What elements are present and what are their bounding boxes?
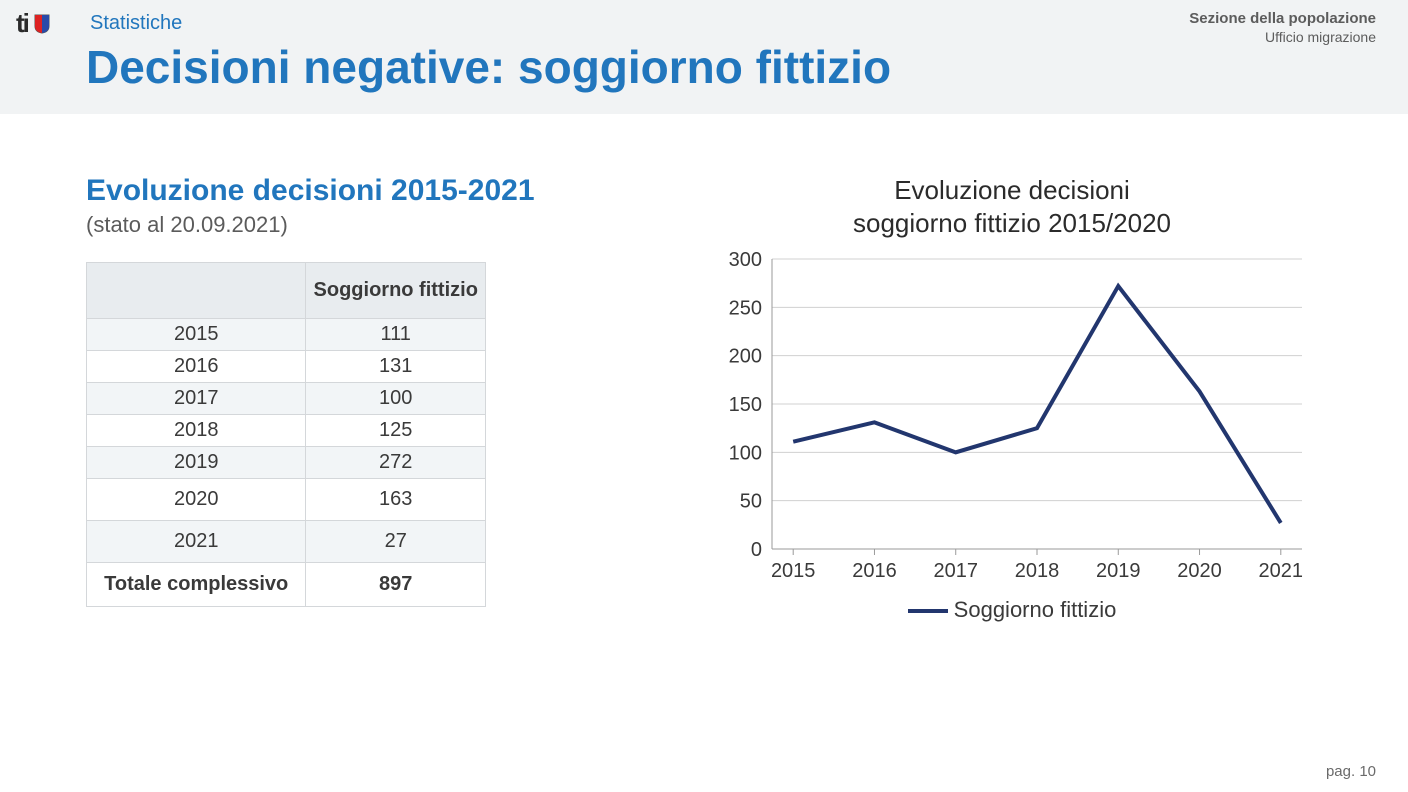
table-row: 2018125 [87,415,486,447]
chart-title: Evoluzione decisioni soggiorno fittizio … [702,174,1322,239]
table-cell-year: 2021 [87,521,306,563]
table-cell-year: 2016 [87,351,306,383]
legend-label: Soggiorno fittizio [954,597,1117,622]
svg-text:300: 300 [729,249,762,271]
table-cell-year: 2020 [87,479,306,521]
svg-text:2015: 2015 [771,560,816,582]
table-total-label: Totale complessivo [87,563,306,607]
table-cell-value: 111 [306,319,486,351]
page-number: pag. 10 [1326,763,1376,780]
left-column: Evoluzione decisioni 2015-2021 (stato al… [86,174,562,623]
chart-title-line2: soggiorno fittizio 2015/2020 [853,208,1171,238]
legend-swatch-icon [908,609,948,613]
table-total-value: 897 [306,563,486,607]
svg-text:2018: 2018 [1015,560,1060,582]
table-row: 2016131 [87,351,486,383]
svg-text:150: 150 [729,394,762,416]
chart-legend: Soggiorno fittizio [702,597,1322,623]
svg-text:200: 200 [729,346,762,368]
table-row: 2020163 [87,479,486,521]
content-area: Evoluzione decisioni 2015-2021 (stato al… [0,114,1408,623]
header-band: ti Statistiche Sezione della popolazione… [0,0,1408,114]
breadcrumb: Statistiche [90,12,182,35]
logo-ti-icon: ti [16,8,28,39]
table-header-blank [87,263,306,319]
svg-text:2020: 2020 [1177,560,1222,582]
table-cell-value: 131 [306,351,486,383]
table-cell-value: 272 [306,447,486,479]
table-row: 202127 [87,521,486,563]
svg-text:2016: 2016 [852,560,897,582]
shield-icon [34,14,50,34]
table-header-value: Soggiorno fittizio [306,263,486,319]
table-cell-year: 2017 [87,383,306,415]
section-subtitle: Evoluzione decisioni 2015-2021 [86,174,562,208]
section-status: (stato al 20.09.2021) [86,212,562,238]
table-cell-year: 2018 [87,415,306,447]
table-total-row: Totale complessivo 897 [87,563,486,607]
chart-svg: 0 50 100 150 200 250 300 2015 2016 2017 2018 2019 20… [702,249,1322,589]
svg-text:0: 0 [751,539,762,561]
table-row: 2019272 [87,447,486,479]
right-column: Evoluzione decisioni soggiorno fittizio … [702,174,1322,623]
svg-text:50: 50 [740,491,762,513]
table-cell-year: 2015 [87,319,306,351]
svg-text:100: 100 [729,442,762,464]
table-cell-value: 163 [306,479,486,521]
svg-text:2019: 2019 [1096,560,1141,582]
table-cell-year: 2019 [87,447,306,479]
section-label: Sezione della popolazione Ufficio migraz… [1189,10,1376,45]
svg-text:2017: 2017 [933,560,978,582]
table-header-row: Soggiorno fittizio [87,263,486,319]
line-chart: 0 50 100 150 200 250 300 2015 2016 2017 2018 2019 20… [702,249,1322,589]
svg-text:250: 250 [729,297,762,319]
svg-text:2021: 2021 [1259,560,1304,582]
table-cell-value: 27 [306,521,486,563]
logo-block: ti [16,8,50,39]
section-line1: Sezione della popolazione [1189,10,1376,27]
decisions-table: Soggiorno fittizio 201511120161312017100… [86,262,486,607]
page-title: Decisioni negative: soggiorno fittizio [86,40,891,94]
table-cell-value: 100 [306,383,486,415]
table-row: 2015111 [87,319,486,351]
section-line2: Ufficio migrazione [1189,29,1376,45]
chart-title-line1: Evoluzione decisioni [894,175,1130,205]
table-row: 2017100 [87,383,486,415]
table-cell-value: 125 [306,415,486,447]
